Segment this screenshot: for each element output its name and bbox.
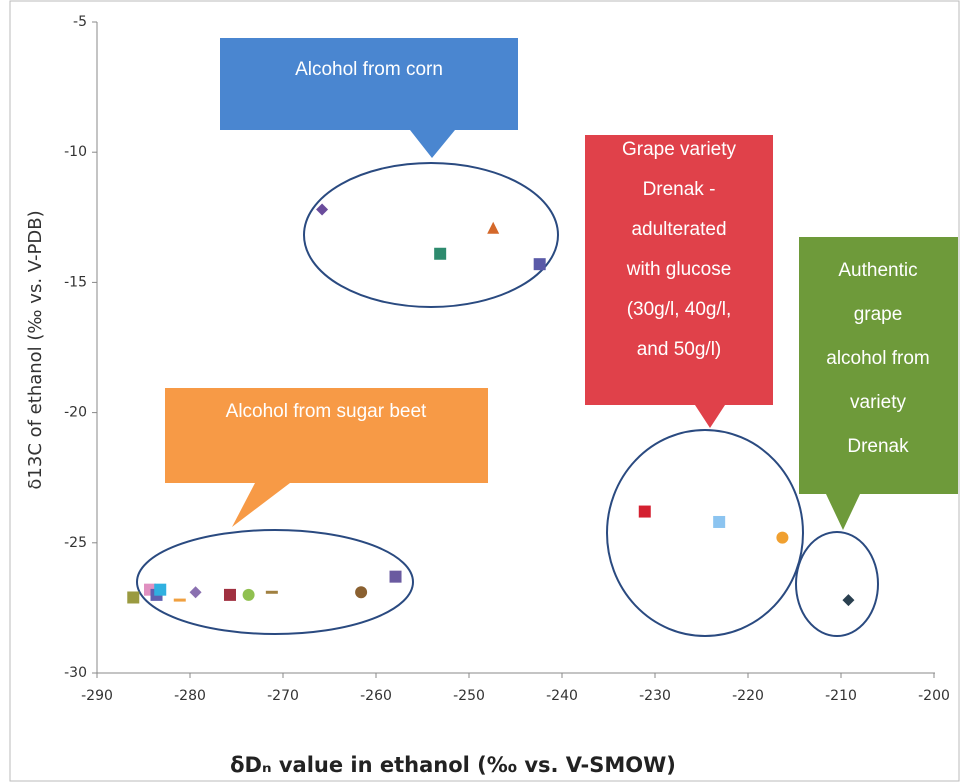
callout-box xyxy=(220,38,518,158)
point xyxy=(487,221,500,234)
callout-text: alcohol from xyxy=(826,348,930,369)
callout-text: Grape variety xyxy=(622,139,737,160)
group-ellipse xyxy=(795,531,879,637)
x-tick-label: -270 xyxy=(267,688,299,704)
group-ellipse xyxy=(606,429,804,637)
callout-text: and 50g/l) xyxy=(637,339,722,360)
point xyxy=(242,588,255,601)
point xyxy=(355,586,368,599)
callout-text: Authentic xyxy=(838,260,917,281)
y-tick-label: -20 xyxy=(64,405,87,421)
chart-border xyxy=(9,0,960,782)
x-tick-label: -290 xyxy=(81,688,113,704)
point xyxy=(713,515,726,528)
callout-box xyxy=(165,388,488,527)
x-axis-label: δDₙ value in ethanol (‰ vs. V-SMOW) xyxy=(230,753,676,777)
y-tick-label: -30 xyxy=(64,665,87,681)
callout-text: with glucose xyxy=(626,259,732,280)
point xyxy=(154,583,167,596)
x-tick-label: -240 xyxy=(546,688,578,704)
callout-text: Drenak xyxy=(847,436,909,457)
point xyxy=(265,590,278,594)
group-ellipse xyxy=(303,162,559,308)
y-axis-label: δ13C of ethanol (‰ vs. V-PDB) xyxy=(25,210,46,489)
y-tick-label: -5 xyxy=(73,14,87,30)
point xyxy=(316,203,329,216)
callout-text: Drenak - xyxy=(643,179,716,200)
x-tick-label: -230 xyxy=(639,688,671,704)
point xyxy=(533,258,546,271)
point xyxy=(389,570,402,583)
callout-box xyxy=(799,237,958,530)
callout-text: Alcohol from corn xyxy=(295,59,443,80)
x-tick-label: -260 xyxy=(360,688,392,704)
callout-text: adulterated xyxy=(631,219,726,240)
callout-box xyxy=(585,135,773,428)
callout-text: (30g/l, 40g/l, xyxy=(627,299,732,320)
point xyxy=(434,247,447,260)
y-tick-label: -25 xyxy=(64,535,87,551)
point xyxy=(127,591,140,604)
callout-text: grape xyxy=(854,304,903,325)
x-tick-label: -200 xyxy=(918,688,950,704)
point xyxy=(223,588,236,601)
x-tick-label: -250 xyxy=(453,688,485,704)
x-tick-label: -210 xyxy=(825,688,857,704)
x-tick-label: -280 xyxy=(174,688,206,704)
callout-text: variety xyxy=(850,392,906,413)
point xyxy=(776,531,789,544)
x-tick-label: -220 xyxy=(732,688,764,704)
y-tick-label: -15 xyxy=(64,274,87,290)
group-ellipse xyxy=(136,529,414,635)
point xyxy=(173,598,186,602)
callout-text: Alcohol from sugar beet xyxy=(226,401,427,422)
callouts xyxy=(165,38,958,530)
point xyxy=(189,586,202,599)
point xyxy=(842,594,855,607)
y-tick-label: -10 xyxy=(64,144,87,160)
point xyxy=(638,505,651,518)
